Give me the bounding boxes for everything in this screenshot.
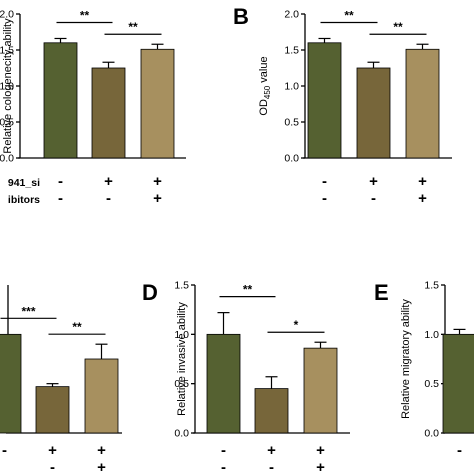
condition-sign: - (58, 173, 63, 190)
significance-label: ** (128, 20, 138, 34)
condition-sign: + (267, 442, 276, 459)
y-tick-label: 0.5 (174, 378, 189, 390)
significance-label: *** (21, 304, 35, 318)
bar (140, 48, 175, 159)
y-tick-label: 1.5 (0, 45, 14, 57)
y-tick-label: 0.0 (284, 153, 299, 165)
condition-sign: + (369, 173, 378, 190)
bar (307, 42, 342, 159)
condition-sign: - (2, 442, 7, 459)
significance-label: ** (80, 8, 90, 22)
condition-sign: + (97, 442, 106, 459)
significance-label: ** (393, 20, 403, 34)
y-axis-label-tail: value (258, 56, 270, 85)
y-tick-label: 0.0 (424, 428, 439, 440)
bar (0, 333, 22, 434)
bar (84, 358, 119, 434)
y-tick-label: 0.5 (0, 117, 14, 129)
condition-sign: + (316, 442, 325, 459)
significance-label: * (294, 318, 299, 332)
bar (91, 67, 126, 159)
bar (206, 333, 241, 434)
condition-sign: - (371, 190, 376, 207)
condition-sign: - (457, 442, 462, 459)
condition-sign: - (58, 190, 63, 207)
condition-sign: - (106, 190, 111, 207)
y-tick-label: 1.0 (174, 329, 189, 341)
condition-sign: - (50, 459, 55, 474)
condition-row-label: 941_si (8, 177, 40, 189)
condition-sign: - (322, 173, 327, 190)
bar (405, 48, 440, 159)
y-tick-label: 0.5 (284, 117, 299, 129)
y-tick-label: 1.0 (0, 81, 14, 93)
y-axis-label-subscript: 450 (263, 85, 272, 99)
y-tick-label: 1.0 (284, 81, 299, 93)
y-axis-label-main: OD (258, 99, 270, 116)
y-tick-label: 1.0 (424, 329, 439, 341)
chart-panel-3: *****- + +- + (0, 285, 122, 474)
y-axis-label: Relative invasive ability (176, 302, 188, 416)
y-tick-label: 0.0 (174, 428, 189, 440)
condition-sign: + (97, 459, 106, 474)
condition-sign: + (153, 173, 162, 190)
significance-label: ** (344, 8, 354, 22)
condition-sign: - (221, 459, 226, 474)
chart-panel-1: 0.00.51.01.52.0 ****- + +- - +941_siibitorsRe… (0, 8, 186, 207)
panel-letter: B (233, 4, 249, 29)
bar (303, 347, 338, 434)
condition-sign: - (221, 442, 226, 459)
condition-sign: - (269, 459, 274, 474)
condition-sign: + (418, 173, 427, 190)
panel-letter: E (374, 280, 389, 305)
panel-letter: D (142, 280, 158, 305)
y-axis-label: Relative cologenecity ability (2, 18, 14, 154)
y-axis-label: Relative migratory ability (400, 299, 412, 419)
bar (442, 333, 474, 434)
bar (356, 67, 391, 159)
bar (43, 42, 78, 159)
y-tick-label: 0.5 (424, 378, 439, 390)
condition-row-label: ibitors (8, 194, 40, 206)
chart-panel-4: D0.00.51.01.5 ***- + +- - +Relative invasive … (142, 280, 350, 474)
condition-sign: + (316, 459, 325, 474)
condition-sign: + (418, 190, 427, 207)
bar (254, 388, 289, 434)
y-tick-label: 1.5 (424, 280, 439, 292)
condition-sign: - (322, 190, 327, 207)
significance-label: ** (72, 320, 82, 334)
bar (35, 386, 70, 434)
y-tick-label: 0.0 (0, 153, 14, 165)
condition-sign: + (104, 173, 113, 190)
y-tick-label: 1.5 (174, 280, 189, 292)
y-tick-label: 2.0 (284, 9, 299, 21)
condition-sign: + (153, 190, 162, 207)
condition-sign: + (48, 442, 57, 459)
significance-label: ** (243, 283, 253, 297)
y-tick-label: 2.0 (0, 9, 14, 21)
y-tick-label: 1.5 (284, 45, 299, 57)
chart-panel-2: B0.00.51.01.52.0 ****- + +- - +OD450 value (233, 4, 452, 207)
chart-panel-5: E 0.0 0.5 1.0 1.5 - Relative migratory ability (374, 280, 474, 459)
y-axis-label: OD450 value (258, 56, 272, 115)
